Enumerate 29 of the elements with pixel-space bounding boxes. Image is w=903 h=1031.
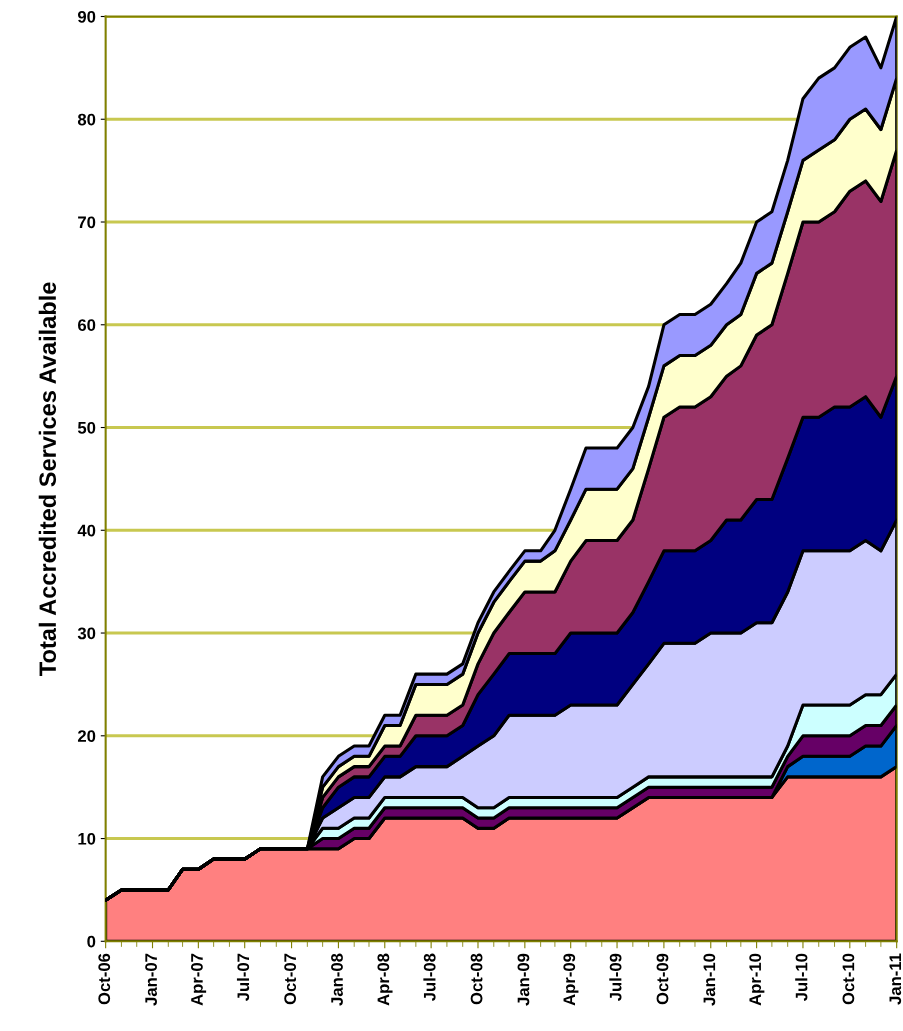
x-tick-label: Apr-09 <box>563 953 579 1006</box>
y-tick-label: 80 <box>77 113 96 126</box>
y-tick-label: 60 <box>78 319 96 331</box>
y-tick-label: 30 <box>77 627 96 640</box>
x-tick-label: Jan-07 <box>145 953 157 1006</box>
y-tick-label: 70 <box>78 216 96 229</box>
x-tick-label: Jul-08 <box>423 953 436 1002</box>
x-tick-label: Jan-10 <box>703 953 716 1006</box>
x-tick-label: Jul-07 <box>236 953 250 1002</box>
x-tick-label: Oct-09 <box>656 953 669 1005</box>
x-tick-label: Oct-10 <box>842 953 855 1005</box>
y-tick-label: 10 <box>78 832 96 845</box>
x-tick-label: Oct-06 <box>98 953 111 1005</box>
x-tick-label: Apr-07 <box>191 953 207 1006</box>
y-tick-label: 20 <box>77 730 96 742</box>
x-tick-label: Apr-08 <box>377 953 393 1006</box>
x-tick-label: Jul-09 <box>609 953 622 1002</box>
y-tick-label: 0 <box>87 935 96 948</box>
y-axis-title: Total Accredited Services Available <box>38 282 57 676</box>
y-tick-label: 90 <box>77 10 96 23</box>
x-tick-label: Oct-07 <box>284 953 297 1005</box>
x-tick-label: Jan-11 <box>889 953 902 1005</box>
y-tick-label: 50 <box>77 421 96 434</box>
x-tick-label: Jan-08 <box>331 953 343 1006</box>
x-tick-label: Oct-08 <box>470 953 483 1005</box>
x-tick-label: Jan-09 <box>517 953 530 1006</box>
y-tick-label: 40 <box>77 524 96 537</box>
x-tick-label: Apr-10 <box>749 953 765 1006</box>
x-tick-label: Jul-10 <box>795 953 808 1002</box>
